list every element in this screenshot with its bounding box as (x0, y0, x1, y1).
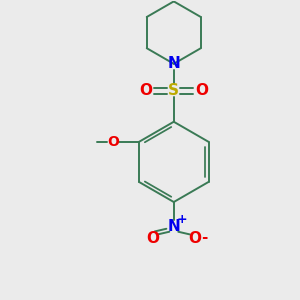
Text: O: O (189, 231, 202, 246)
Text: +: + (177, 213, 188, 226)
Text: O: O (140, 83, 153, 98)
Text: S: S (168, 83, 179, 98)
Text: N: N (167, 219, 180, 234)
Text: O: O (146, 231, 159, 246)
Text: O: O (195, 83, 208, 98)
Text: N: N (167, 56, 180, 71)
Text: O: O (107, 135, 119, 149)
Text: -: - (201, 230, 207, 245)
